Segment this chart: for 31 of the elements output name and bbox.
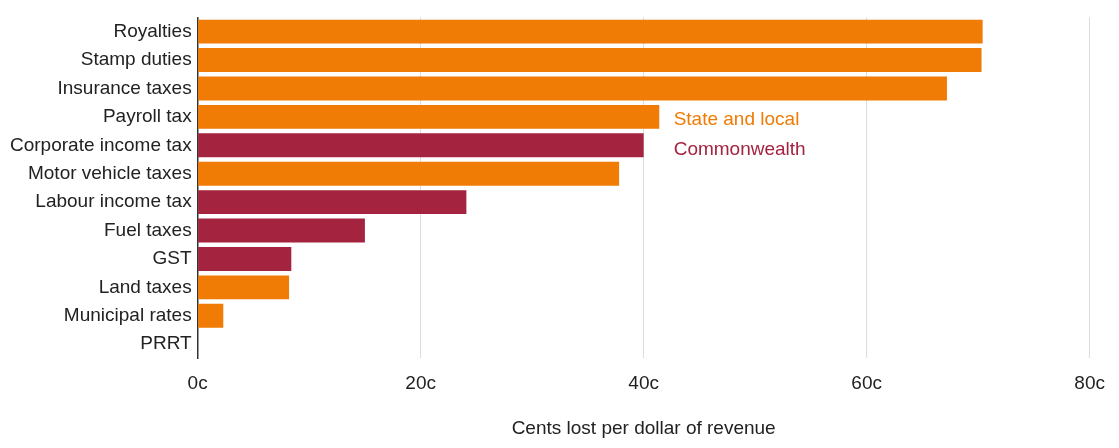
y-tick-label: Municipal rates — [63, 304, 192, 326]
y-tick-label: Stamp duties — [80, 48, 192, 70]
bar — [198, 275, 290, 300]
y-tick-label: GST — [152, 247, 193, 269]
y-tick-label: Land taxes — [98, 275, 192, 297]
x-tick-label: 80c — [1074, 372, 1105, 394]
bar — [198, 104, 660, 129]
x-tick-label: 40c — [628, 372, 659, 394]
y-tick-label: Labour income tax — [35, 190, 193, 212]
y-tick-label: Motor vehicle taxes — [27, 161, 192, 183]
series-label: Commonwealth — [673, 137, 806, 159]
x-tick-label: 60c — [851, 372, 882, 394]
x-axis-title: Cents lost per dollar of revenue — [511, 416, 776, 438]
bar — [198, 19, 983, 44]
x-tick-label: 20c — [405, 372, 436, 394]
y-tick-label: Insurance taxes — [57, 76, 192, 98]
y-tick-label: Royalties — [113, 19, 192, 41]
series-label: State and local — [673, 107, 800, 129]
x-tick-label: 0c — [187, 372, 208, 394]
bar — [198, 218, 365, 243]
bar — [198, 303, 224, 328]
bar — [198, 161, 620, 186]
bar — [198, 247, 292, 271]
y-tick-label: Fuel taxes — [103, 218, 192, 240]
bar — [198, 133, 644, 158]
y-tick-label: Payroll tax — [102, 105, 193, 127]
bar — [198, 76, 947, 101]
bar — [198, 48, 982, 72]
y-tick-label: PRRT — [140, 332, 193, 354]
bar — [198, 190, 467, 215]
y-tick-label: Corporate income tax — [9, 133, 193, 155]
